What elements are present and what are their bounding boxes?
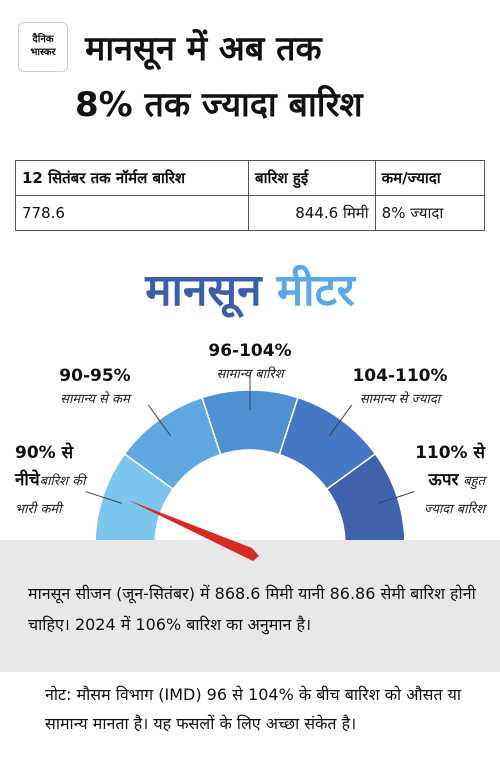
segment-desc: बहुत ज्यादा बारिश	[423, 474, 485, 517]
header-cell: 12 सितंबर तक नॉर्मल बारिश	[15, 160, 249, 196]
segment-range: 104-110%	[352, 366, 448, 386]
segment-desc: सामान्य से ज्यादा	[359, 392, 441, 407]
pointer-line	[85, 491, 122, 504]
pointer-line	[378, 491, 415, 504]
segment-desc: बारिश की भारी कमी	[15, 474, 86, 517]
segment-desc: सामान्य बारिश	[216, 367, 284, 382]
logo: दैनिक भास्कर	[18, 22, 68, 72]
segment-range: 90-95%	[59, 366, 131, 386]
needle	[128, 500, 259, 561]
meter-title: मानसून मीटर	[0, 258, 500, 318]
segment-label: 96-104% सामान्य बारिश	[185, 340, 315, 386]
logo-line: भास्कर	[30, 47, 56, 58]
segment-label: 90-95% सामान्य से कम	[40, 365, 150, 411]
segment-label: 90% से नीचेबारिश की भारी कमी	[15, 440, 100, 523]
segment-range: 96-104%	[208, 341, 292, 361]
table-header: 12 सितंबर तक नॉर्मल बारिश बारिश हुई कम/ज…	[15, 160, 486, 196]
segment-range: 110% से ऊपर	[415, 443, 485, 490]
table: 12 सितंबर तक नॉर्मल बारिश बारिश हुई कम/ज…	[15, 160, 486, 231]
segment-range: 90% से नीचे	[15, 443, 74, 490]
pointer-line	[328, 404, 353, 437]
info-box	[0, 540, 500, 672]
segment-label: 110% से ऊपर बहुत ज्यादा बारिश	[400, 440, 485, 523]
cell: 844.6 मिमी	[248, 195, 376, 231]
info-text: मानसून सीजन (जून-सितंबर) में 868.6 मिमी …	[28, 584, 476, 634]
cell: 778.6	[15, 195, 249, 231]
note-text: नोट: मौसम विभाग (IMD) 96 से 104% के बीच …	[45, 685, 462, 733]
pointer-line	[147, 404, 172, 437]
table-row: 778.6 844.6 मिमी 8% ज्यादा	[15, 195, 486, 231]
meter-title-part: मानसून	[145, 265, 262, 316]
cell: 8% ज्यादा	[374, 195, 486, 231]
segment-desc: सामान्य से कम	[60, 392, 130, 407]
segment-label: 104-110% सामान्य से ज्यादा	[335, 365, 465, 411]
meter-title-part: मीटर	[276, 265, 355, 316]
logo-line: दैनिक	[32, 34, 54, 45]
gauge-cover	[0, 540, 500, 550]
header-cell: कम/ज्यादा	[374, 160, 486, 196]
title: 8% तक ज्यादा बारिश	[75, 85, 363, 125]
title: मानसून में अब तक	[85, 29, 322, 69]
